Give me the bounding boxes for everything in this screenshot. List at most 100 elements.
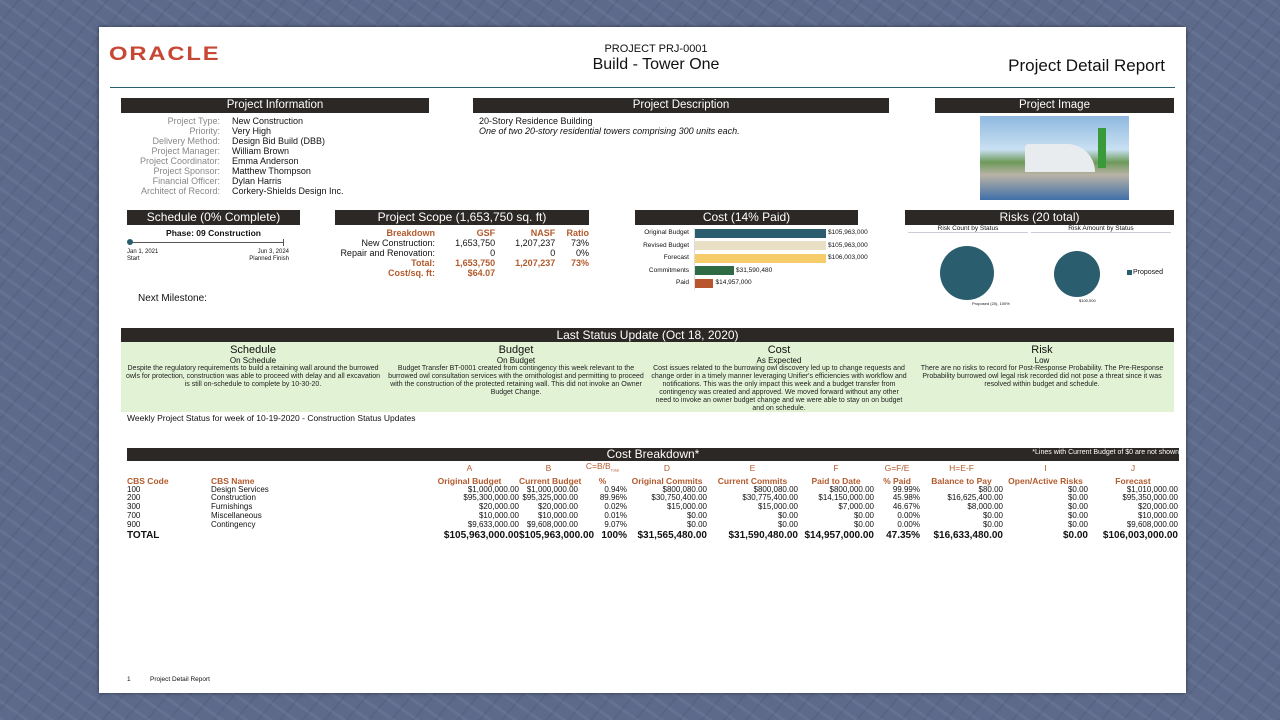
cell: $64.07 <box>467 268 496 278</box>
scope-row: New Construction: 1,653,750 1,207,237 73% <box>335 238 589 248</box>
last-status-update-header: Last Status Update (Oct 18, 2020) <box>121 328 1174 342</box>
weekly-status: Weekly Project Status for week of 10-19-… <box>127 413 416 423</box>
cell: Design Services <box>211 484 269 494</box>
risk-count-label: Proposed (20), 100% <box>972 301 1010 306</box>
schedule-header: Schedule (0% Complete) <box>127 210 300 225</box>
cell: $95,300,000.00 <box>463 493 519 503</box>
cell: $0.00 <box>1067 519 1088 529</box>
project-scope-header: Project Scope (1,653,750 sq. ft) <box>335 210 589 225</box>
cell: $95,325,000.00 <box>522 493 578 503</box>
cell: $1,000,000.00 <box>526 484 578 494</box>
info-row: Priority: Very High <box>99 126 459 136</box>
cell: Furnishings <box>211 502 253 512</box>
cell: $0.00 <box>1062 529 1088 541</box>
cost-bar-chart: Original Budget $105,963,000 Revised Budge… <box>635 228 885 298</box>
info-value: Corkery-Shields Design Inc. <box>232 186 344 196</box>
schedule-start: Jan 1, 2021 Start <box>127 249 158 263</box>
table-row: 900 Contingency $9,633,000.00 $9,608,000.00… <box>127 519 1178 530</box>
cost-header: Cost (14% Paid) <box>635 210 858 225</box>
table-row: 200 Construction $95,300,000.00 $95,325,000… <box>127 494 1178 503</box>
cost-bar-value: $105,963,000 <box>827 241 868 249</box>
cell: $10,000.00 <box>1137 511 1178 521</box>
cell: 73% <box>570 258 589 268</box>
cell: $15,000.00 <box>757 502 798 512</box>
info-value: Design Bid Build (DBB) <box>232 136 326 146</box>
schedule-progress-marker <box>127 239 133 245</box>
info-label: Delivery Method: <box>152 136 220 146</box>
cell: 0.00% <box>897 519 920 529</box>
cost-bar-value: $105,963,000 <box>827 229 868 236</box>
cost-bar-label: Original Budget <box>644 229 689 236</box>
header-divider <box>110 87 1175 88</box>
cell: $95,350,000.00 <box>1122 493 1178 503</box>
cost-bar-label: Forecast <box>663 254 689 261</box>
cell: TOTAL <box>127 529 160 541</box>
scope-header: Breakdown <box>386 228 435 238</box>
cell: $7,000.00 <box>838 502 874 512</box>
finish-date: Jun 3, 2024 <box>257 249 289 255</box>
risk-amount-pie-slice <box>1054 251 1100 297</box>
info-label: Priority: <box>189 126 220 136</box>
scope-header: GSF <box>476 228 496 238</box>
cell: 0.01% <box>604 511 627 521</box>
cost-bar-label: Revised Budget <box>643 241 689 249</box>
info-label: Financial Officer: <box>152 176 220 186</box>
table-total-row: TOTAL $105,963,000.00 $105,963,000.00 100% $… <box>127 530 1178 542</box>
cell: $9,608,000.00 <box>526 519 578 529</box>
cell: $10,000.00 <box>537 511 578 521</box>
cell: $0.00 <box>1067 484 1088 494</box>
cell: B <box>545 463 552 474</box>
description-line2: One of two 20-story residential towers c… <box>479 126 740 136</box>
status-column-status: As Expected <box>756 356 802 365</box>
cell: Paid to Date <box>811 475 861 486</box>
cell: 100 <box>127 484 141 494</box>
cell: $31,565,480.00 <box>637 529 707 541</box>
letter-subscript: Total <box>610 467 620 473</box>
cell: % <box>598 475 607 486</box>
info-value: Matthew Thompson <box>232 166 311 176</box>
schedule-timeline <box>130 242 284 243</box>
legend-swatch <box>1127 270 1132 275</box>
info-label: Project Coordinator: <box>139 156 220 166</box>
cell: 300 <box>127 502 141 512</box>
project-image-header: Project Image <box>935 98 1174 113</box>
cell: Forecast <box>1115 475 1151 486</box>
cell: $0.00 <box>982 519 1003 529</box>
cell: $105,963,000.00 <box>443 529 519 541</box>
status-column-cost: Cost As Expected Cost issues related to th… <box>651 344 907 413</box>
cell: $9,608,000.00 <box>1126 519 1178 529</box>
column-headers-row: CBS Code CBS Name Original Budget Current B… <box>127 476 1178 486</box>
cell: Construction <box>211 493 256 503</box>
cell: H=E-F <box>949 463 974 474</box>
cell: $0.00 <box>777 511 798 521</box>
risk-amount-title: Risk Amount by Status <box>1031 225 1171 233</box>
status-column-text: Cost issues related to the burrowing owl… <box>651 365 907 412</box>
cell: 1,207,237 <box>515 258 556 268</box>
cell: Balance to Pay <box>931 475 992 486</box>
cost-bar-value: $31,590,480 <box>736 266 773 274</box>
scope-header: NASF <box>530 228 556 238</box>
info-value: Very High <box>232 126 272 136</box>
cost-bar <box>695 253 826 263</box>
cell: $0.00 <box>853 519 874 529</box>
cell: $0.00 <box>1067 502 1088 512</box>
risk-amount-label: $100,000 <box>1079 298 1096 303</box>
cell: $800,000.00 <box>829 484 875 494</box>
cell: D <box>663 463 671 474</box>
cell: 9.07% <box>604 519 627 529</box>
cell: Repair and Renovation: <box>340 248 435 258</box>
table-row: 700 Miscellaneous $10,000.00 $10,000.00 0.01… <box>127 511 1178 521</box>
info-row: Project Coordinator: Emma Anderson <box>99 156 459 166</box>
cost-breakdown-title: Cost Breakdown* <box>606 447 700 461</box>
table-row: 300 Furnishings $20,000.00 $20,000.00 0.02% $… <box>127 502 1178 512</box>
cost-bar-value: $106,003,000 <box>828 254 868 261</box>
status-column-status: Low <box>1034 356 1050 365</box>
cost-breakdown-table: A B C=B/BTotal D E F G=F/E H=E-F I J CBS Code CBS N… <box>127 461 1178 542</box>
cost-bar-label: Paid <box>675 279 689 286</box>
cell: $105,963,000.00 <box>519 529 595 541</box>
cell: 700 <box>127 511 141 521</box>
report-title: Project Detail Report <box>1008 56 1165 75</box>
cell: Original Commits <box>631 475 703 486</box>
scope-total-row: Total: 1,653,750 1,207,237 73% <box>335 258 589 268</box>
cost-breakdown-header: Cost Breakdown* *Lines with Current Budge… <box>127 448 1179 461</box>
